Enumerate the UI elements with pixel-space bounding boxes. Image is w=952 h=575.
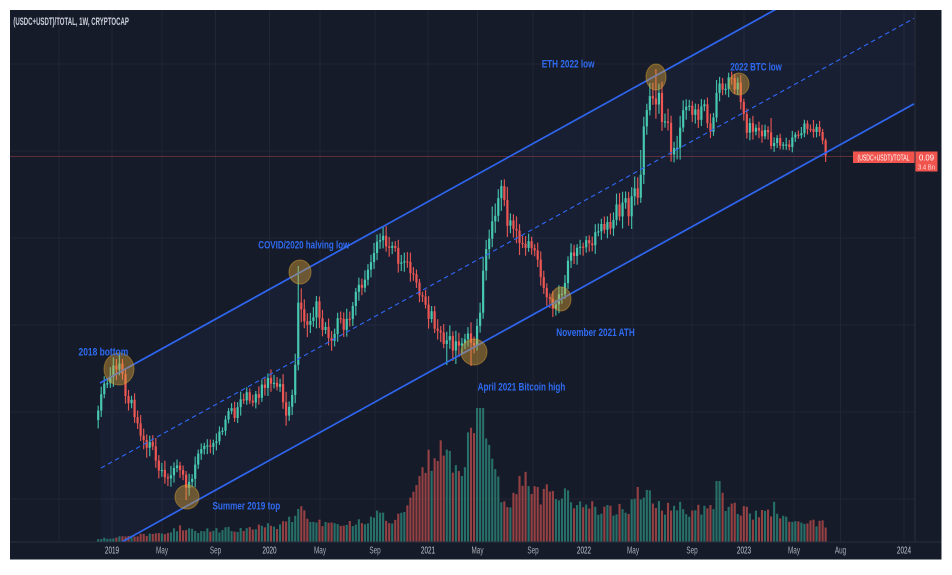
svg-text:2018 bottom: 2018 bottom (79, 347, 129, 359)
svg-text:3.4 Bn: 3.4 Bn (918, 162, 935, 171)
svg-text:(USDC+USDT)/TOTAL, 1W, CRYPTOC: (USDC+USDT)/TOTAL, 1W, CRYPTOCAP (13, 16, 128, 28)
svg-text:2022: 2022 (577, 546, 591, 557)
svg-text:April 2021 Bitcoin high: April 2021 Bitcoin high (478, 382, 566, 394)
svg-text:November 2021 ATH: November 2021 ATH (556, 327, 635, 339)
svg-text:Sep: Sep (369, 546, 381, 557)
svg-text:May: May (788, 546, 800, 557)
svg-text:Aug: Aug (835, 546, 846, 557)
svg-text:May: May (314, 546, 326, 557)
svg-text:2023: 2023 (737, 546, 751, 557)
svg-text:2022 BTC low: 2022 BTC low (730, 62, 782, 74)
svg-text:2019: 2019 (105, 546, 119, 557)
svg-text:May: May (156, 546, 168, 557)
svg-text:ETH 2022 low: ETH 2022 low (542, 59, 595, 71)
svg-text:2020: 2020 (262, 546, 276, 557)
svg-text:May: May (472, 546, 484, 557)
svg-text:2024: 2024 (897, 546, 911, 557)
svg-text:2021: 2021 (421, 546, 435, 557)
svg-text:COVID/2020 halving low: COVID/2020 halving low (258, 239, 349, 251)
svg-text:Summer 2019 top: Summer 2019 top (213, 501, 281, 513)
svg-text:May: May (627, 546, 639, 557)
svg-text:Sep: Sep (686, 546, 698, 557)
svg-text:0.09: 0.09 (919, 152, 934, 162)
svg-text:Sep: Sep (527, 546, 539, 557)
svg-text:(USDC+USDT)/TOTAL: (USDC+USDT)/TOTAL (858, 153, 910, 162)
svg-text:Sep: Sep (210, 546, 222, 557)
